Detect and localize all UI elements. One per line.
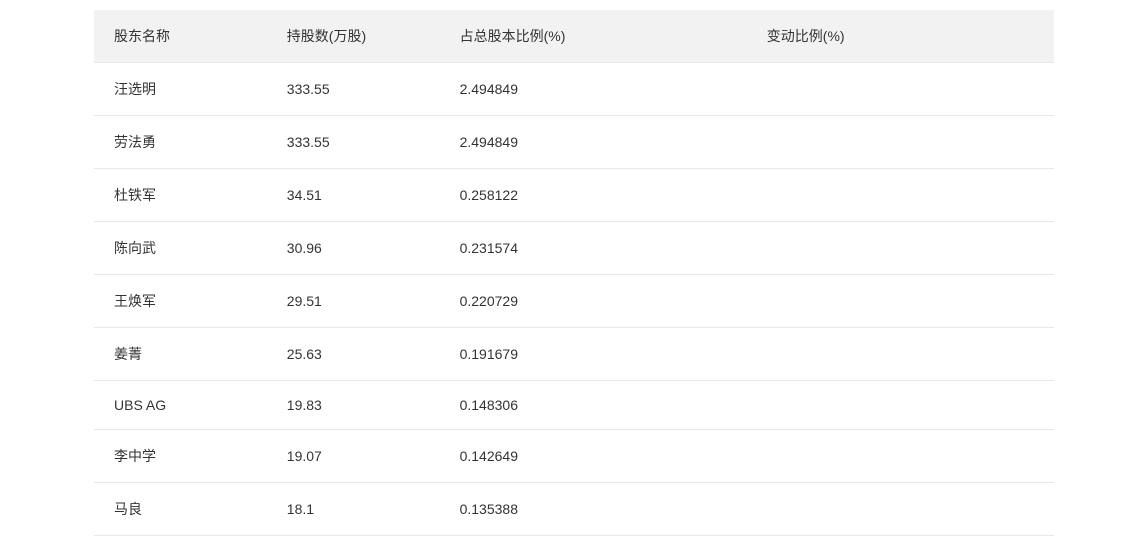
cell-ratio: 2.494849	[440, 63, 747, 116]
cell-ratio: 0.231574	[440, 222, 747, 275]
cell-shares: 34.51	[267, 169, 440, 222]
cell-change	[747, 275, 1054, 328]
col-header-name: 股东名称	[94, 10, 267, 63]
cell-change	[747, 222, 1054, 275]
table-row: 姜菁 25.63 0.191679	[94, 328, 1054, 381]
cell-change	[747, 116, 1054, 169]
cell-name: UBS AG	[94, 381, 267, 430]
cell-ratio: 0.135388	[440, 483, 747, 536]
cell-name: 汪选明	[94, 63, 267, 116]
cell-shares: 18.1	[267, 483, 440, 536]
cell-name: 杜铁军	[94, 169, 267, 222]
shareholder-table: 股东名称 持股数(万股) 占总股本比例(%) 变动比例(%) 汪选明 333.5…	[94, 10, 1054, 536]
cell-name: 姜菁	[94, 328, 267, 381]
table-row: UBS AG 19.83 0.148306	[94, 381, 1054, 430]
cell-change	[747, 381, 1054, 430]
cell-name: 陈向武	[94, 222, 267, 275]
cell-name: 马良	[94, 483, 267, 536]
col-header-change: 变动比例(%)	[747, 10, 1054, 63]
cell-ratio: 0.258122	[440, 169, 747, 222]
cell-shares: 25.63	[267, 328, 440, 381]
col-header-shares: 持股数(万股)	[267, 10, 440, 63]
cell-shares: 333.55	[267, 116, 440, 169]
cell-ratio: 0.191679	[440, 328, 747, 381]
table-row: 李中学 19.07 0.142649	[94, 430, 1054, 483]
cell-shares: 19.83	[267, 381, 440, 430]
cell-shares: 19.07	[267, 430, 440, 483]
cell-ratio: 0.220729	[440, 275, 747, 328]
table-row: 汪选明 333.55 2.494849	[94, 63, 1054, 116]
table-body: 汪选明 333.55 2.494849 劳法勇 333.55 2.494849 …	[94, 63, 1054, 536]
cell-change	[747, 328, 1054, 381]
cell-ratio: 0.148306	[440, 381, 747, 430]
cell-shares: 333.55	[267, 63, 440, 116]
cell-name: 李中学	[94, 430, 267, 483]
table-header-row: 股东名称 持股数(万股) 占总股本比例(%) 变动比例(%)	[94, 10, 1054, 63]
table-row: 陈向武 30.96 0.231574	[94, 222, 1054, 275]
cell-change	[747, 430, 1054, 483]
col-header-ratio: 占总股本比例(%)	[440, 10, 747, 63]
cell-ratio: 0.142649	[440, 430, 747, 483]
cell-change	[747, 169, 1054, 222]
table-row: 马良 18.1 0.135388	[94, 483, 1054, 536]
cell-change	[747, 483, 1054, 536]
cell-name: 劳法勇	[94, 116, 267, 169]
cell-shares: 30.96	[267, 222, 440, 275]
table-row: 杜铁军 34.51 0.258122	[94, 169, 1054, 222]
table-row: 劳法勇 333.55 2.494849	[94, 116, 1054, 169]
cell-name: 王焕军	[94, 275, 267, 328]
table-row: 王焕军 29.51 0.220729	[94, 275, 1054, 328]
cell-ratio: 2.494849	[440, 116, 747, 169]
cell-shares: 29.51	[267, 275, 440, 328]
shareholder-table-container: 股东名称 持股数(万股) 占总股本比例(%) 变动比例(%) 汪选明 333.5…	[94, 10, 1054, 536]
cell-change	[747, 63, 1054, 116]
